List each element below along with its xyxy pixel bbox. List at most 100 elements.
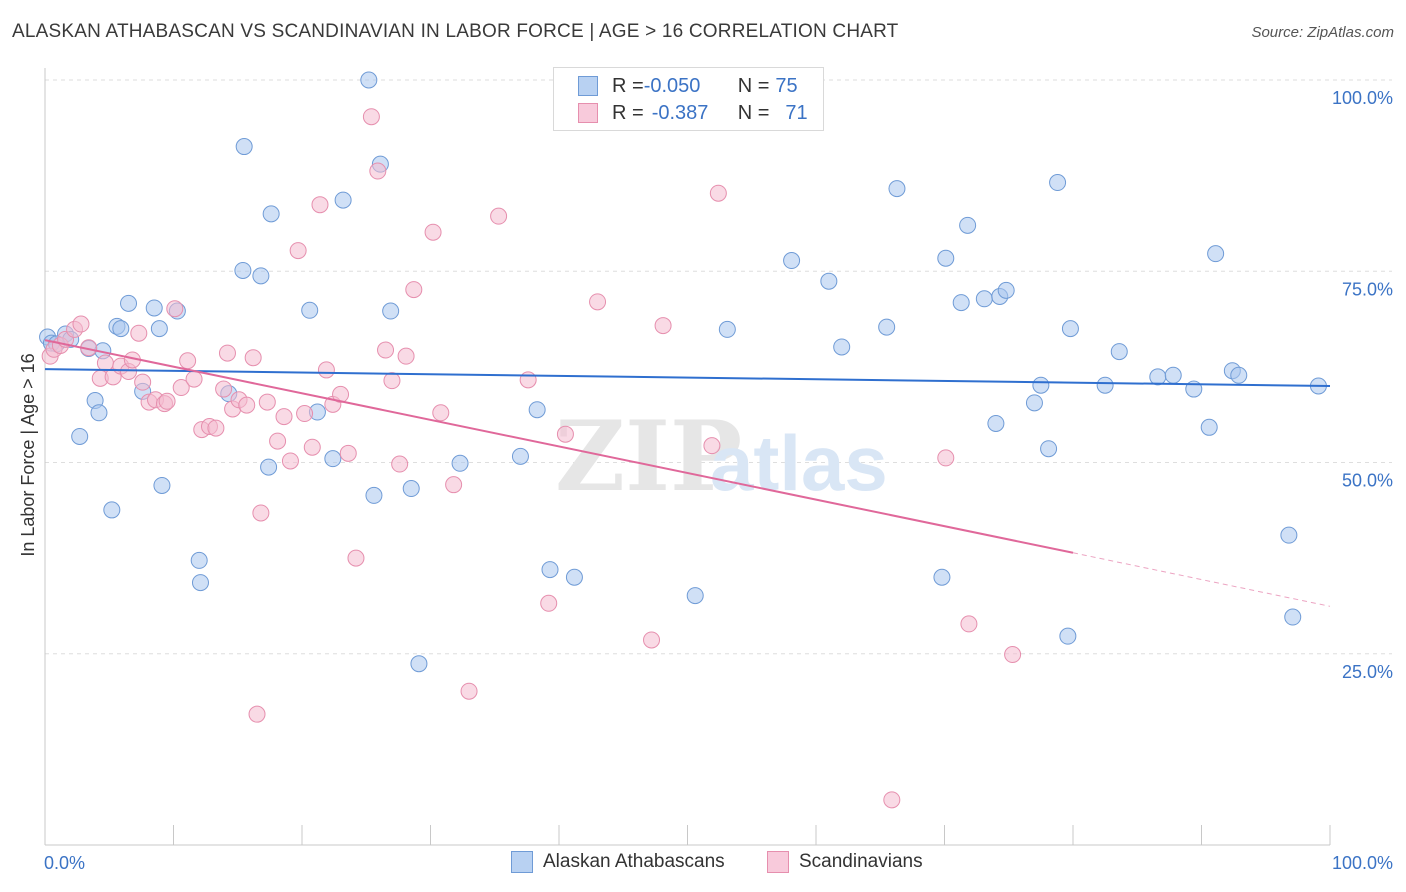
y-tick-label: 75.0% — [1342, 279, 1393, 299]
scandinavian-point — [654, 317, 672, 335]
athabascan-point — [120, 294, 138, 312]
series-legend: Alaskan Athabascans Scandinavians — [0, 851, 1406, 877]
athabascan-point — [878, 318, 896, 336]
athabascan-point — [150, 320, 168, 338]
scandinavian-point — [215, 380, 233, 398]
athabascan-point — [820, 272, 838, 290]
athabascan-point — [1032, 376, 1050, 394]
y-tick-label: 100.0% — [1332, 88, 1393, 108]
scandinavian-point — [445, 476, 463, 494]
athabascan-point — [1280, 526, 1298, 544]
source-label: Source: ZipAtlas.com — [1251, 24, 1394, 41]
scandinavian-point — [362, 108, 380, 126]
scandinavian-point — [960, 615, 978, 633]
scandinavian-point — [1004, 646, 1022, 664]
scandinavian-point — [937, 449, 955, 467]
scandinavian-point — [490, 207, 508, 225]
scandinavian-point — [244, 349, 262, 367]
legend-swatch-pink — [767, 851, 789, 873]
athabascan-point — [190, 551, 208, 569]
athabascan-point — [1096, 376, 1114, 394]
axes — [44, 68, 1331, 846]
scandinavian-trend-line — [44, 339, 1074, 554]
scandinavian-trend-extension — [1072, 552, 1331, 607]
watermark-zip: ZIP — [555, 400, 742, 513]
athabascan-point — [145, 299, 163, 317]
scandinavian-point — [303, 438, 321, 456]
legend-r-value: -0.050 — [643, 74, 701, 97]
scandinavian-point — [589, 293, 607, 311]
trend-lines — [44, 339, 1331, 607]
athabascan-point — [933, 568, 951, 586]
legend-n-value: 75 — [775, 74, 798, 97]
athabascan-point — [103, 501, 121, 519]
scandinavian-point — [179, 352, 197, 370]
scandinavian-point — [317, 361, 335, 379]
y-tick-label: 50.0% — [1342, 471, 1393, 491]
scandinavian-point — [519, 371, 537, 389]
athabascan-point — [937, 249, 955, 267]
scandinavian-point — [130, 324, 148, 342]
scandinavian-point — [424, 223, 442, 241]
scandinavian-point — [377, 341, 395, 359]
athabascan-point — [997, 281, 1015, 299]
athabascan-point — [511, 447, 529, 465]
scandinavian-point — [252, 504, 270, 522]
scandinavian-point — [289, 242, 307, 260]
scandinavian-point — [703, 437, 721, 455]
athabascan-point — [252, 267, 270, 285]
scandinavian-point — [556, 425, 574, 443]
tick-labels: 25.0% 50.0% 75.0% 100.0% 0.0% 100.0% In Labor … — [18, 88, 1393, 873]
athabascan-point — [360, 71, 378, 89]
scandinavian-point — [166, 300, 184, 318]
correlation-legend: R = -0.050 N = 75 R = -0.387 N = 71 — [553, 67, 824, 131]
scandinavian-point — [238, 396, 256, 414]
y-tick-label: 25.0% — [1342, 662, 1393, 682]
legend-swatch-pink — [578, 103, 598, 123]
scandinavian-point — [269, 432, 287, 450]
athabascan-point — [975, 290, 993, 308]
scandinavian-point — [311, 196, 329, 214]
scandinavian-point — [383, 372, 401, 390]
scandinavian-point — [158, 392, 176, 410]
legend-n-label: N = — [737, 101, 770, 124]
athabascan-point — [262, 205, 280, 223]
scandinavian-point — [339, 444, 357, 462]
legend-item-athabascans: Alaskan Athabascans — [511, 851, 725, 873]
scandinavian-point — [460, 682, 478, 700]
athabascan-point — [783, 252, 801, 270]
scandinavian-point — [397, 347, 415, 365]
scandinavian-point — [281, 452, 299, 470]
legend-label: Scandinavians — [799, 851, 923, 872]
legend-r-value: -0.387 — [651, 101, 709, 124]
athabascan-point — [191, 574, 209, 592]
athabascan-point — [686, 587, 704, 605]
scandinavian-point — [134, 373, 152, 391]
athabascan-point — [234, 261, 252, 279]
athabascan-point — [952, 294, 970, 312]
athabascan-point — [112, 320, 130, 338]
scandinavian-point — [369, 162, 387, 180]
scandinavian-point — [172, 379, 190, 397]
scandinavian-point — [709, 184, 727, 202]
athabascan-point — [451, 454, 469, 472]
legend-item-scandinavians: Scandinavians — [767, 851, 923, 873]
athabascan-point — [235, 138, 253, 156]
athabascan-point — [71, 427, 89, 445]
athabascan-point — [888, 180, 906, 198]
x-tick-label: 100.0% — [1332, 853, 1393, 873]
athabascan-point — [1200, 418, 1218, 436]
scandinavian-point — [185, 370, 203, 388]
scandinavian-point — [883, 791, 901, 809]
chart-title: ALASKAN ATHABASCAN VS SCANDINAVIAN IN LA… — [12, 21, 899, 42]
scandinavian-point — [207, 419, 225, 437]
athabascan-point — [1061, 320, 1079, 338]
legend-swatch-blue — [511, 851, 533, 873]
athabascan-point — [1164, 366, 1182, 384]
athabascan-point — [528, 401, 546, 419]
athabascan-point — [1207, 245, 1225, 263]
athabascan-point — [402, 480, 420, 498]
athabascan-point — [410, 655, 428, 673]
athabascan-point — [1149, 368, 1167, 386]
